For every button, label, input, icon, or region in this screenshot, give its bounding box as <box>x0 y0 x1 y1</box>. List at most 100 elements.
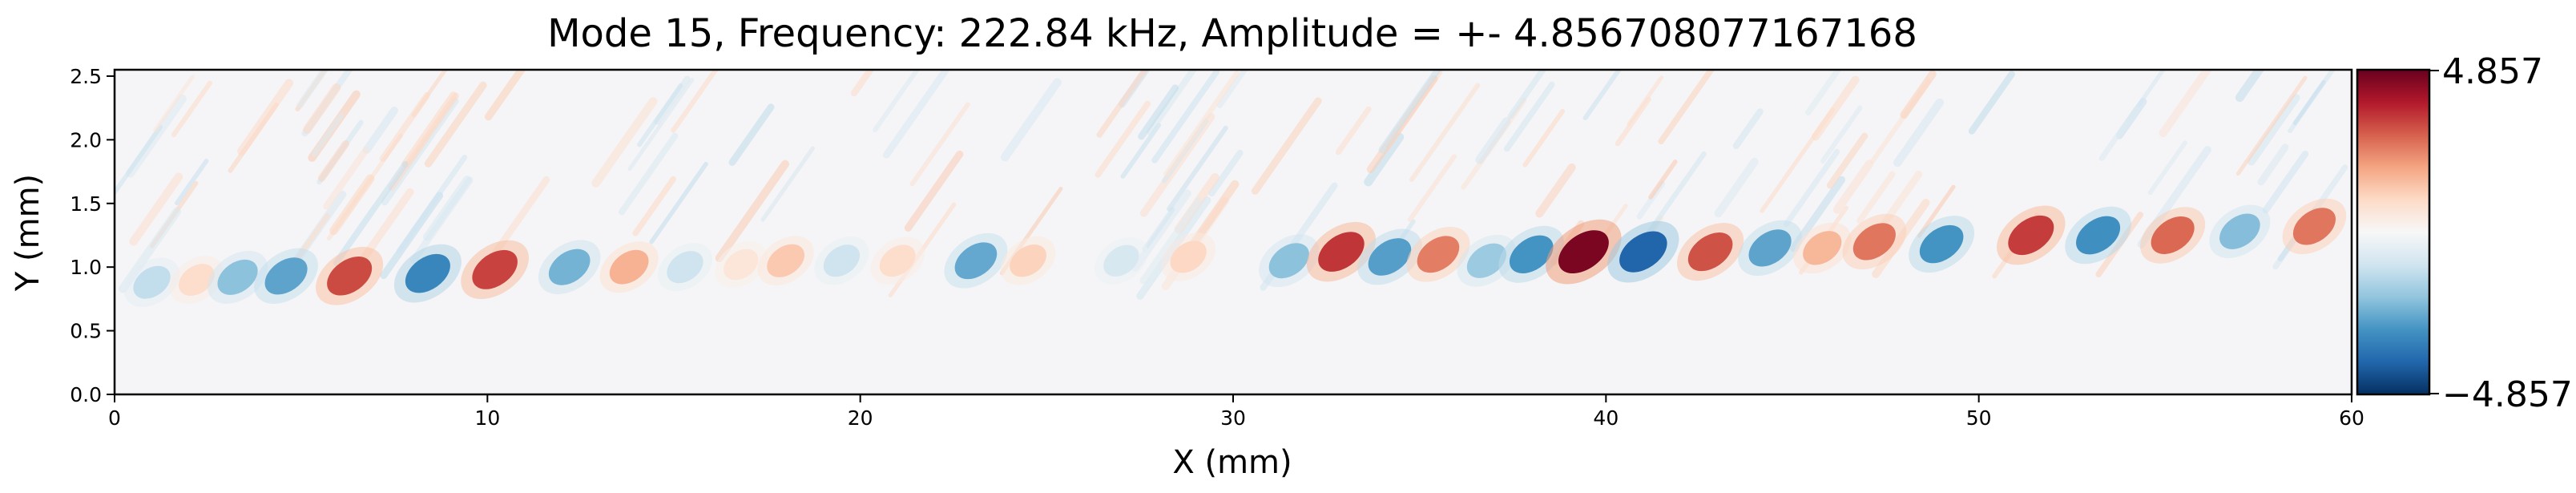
mode-blob-24 <box>1558 230 1609 274</box>
background-streak <box>850 70 875 97</box>
background-streak <box>2292 79 2326 126</box>
y-tick-label-1: 0.5 <box>70 320 102 343</box>
mode-blob-9 <box>667 251 703 284</box>
background-streak <box>237 79 294 156</box>
background-streak <box>1378 70 1442 154</box>
background-streak <box>115 124 163 195</box>
background-streak <box>379 92 430 162</box>
colorbar-label-max: 4.857 <box>2442 51 2543 92</box>
background-streak <box>171 80 213 138</box>
background-streak <box>401 91 458 168</box>
x-tick-label-5: 50 <box>1966 406 1992 430</box>
background-streak <box>591 97 658 188</box>
background-streak <box>671 70 720 133</box>
y-tick-label-3: 1.5 <box>70 192 102 216</box>
background-streak <box>1335 106 1372 156</box>
background-streak <box>1856 171 1896 224</box>
background-streak <box>1138 84 1179 140</box>
y-axis-ticks: 0.0 0.5 1.0 1.5 2.0 2.5 <box>70 65 115 406</box>
background-streak <box>338 204 378 258</box>
background-streak <box>175 159 209 206</box>
background-streak <box>873 70 921 133</box>
mode-blob-23 <box>1509 235 1554 273</box>
background-streak <box>618 132 679 216</box>
mode-blob-17 <box>1170 240 1207 273</box>
mode-blobs <box>123 198 2347 307</box>
background-streak <box>303 83 341 134</box>
mode-blob-18 <box>1268 243 1309 279</box>
background-streak <box>627 78 695 172</box>
background-streak <box>1142 207 1175 253</box>
background-streak <box>1535 163 1576 218</box>
mode-blob-34 <box>2219 213 2260 249</box>
mode-blob-3 <box>264 257 308 295</box>
background-streak <box>2147 140 2188 196</box>
background-streak <box>1120 123 1161 179</box>
background-streak <box>1804 70 1842 116</box>
mode-blob-21 <box>1417 236 1460 273</box>
background-streak <box>637 83 683 147</box>
background-streak <box>1784 148 1840 227</box>
chart-title: Mode 15, Frequency: 222.84 kHz, Amplitud… <box>547 11 1917 56</box>
mode-blob-5 <box>405 253 450 293</box>
background-streak <box>1139 197 1203 285</box>
background-streak <box>2235 75 2308 176</box>
x-tick-label-4: 40 <box>1593 406 1619 430</box>
background-streak <box>312 112 345 157</box>
background-streak <box>1968 71 2015 135</box>
mode-blob-4 <box>327 257 373 296</box>
background-streak <box>317 139 349 182</box>
mode-blob-1 <box>178 264 215 296</box>
colorbar-label-min: −4.857 <box>2442 374 2573 415</box>
colorbar: 4.857 −4.857 <box>2356 51 2573 415</box>
y-axis-label: Y (mm) <box>10 174 46 292</box>
mode-blob-26 <box>1687 232 1733 272</box>
mode-blob-32 <box>2076 216 2121 255</box>
background-streak <box>1000 78 1062 162</box>
mode-blob-8 <box>609 249 649 285</box>
background-streaks <box>115 70 2348 300</box>
mode-blob-22 <box>1466 243 1507 278</box>
colorbar-fill <box>2357 70 2429 394</box>
background-streak <box>1826 132 1869 189</box>
mode-blob-12 <box>823 244 861 277</box>
mode-blob-30 <box>1919 224 1964 264</box>
background-streak <box>1094 100 1151 178</box>
background-streak <box>2247 93 2300 166</box>
x-tick-label-1: 10 <box>474 406 500 430</box>
background-streak <box>1504 81 1555 152</box>
y-tick-label-5: 2.5 <box>70 65 102 88</box>
background-streak <box>1507 70 1547 119</box>
background-streak <box>1832 160 1874 214</box>
background-streak <box>1627 75 1664 127</box>
mode-blob-0 <box>133 265 171 299</box>
background-streak <box>760 146 816 222</box>
background-streak <box>1820 105 1863 164</box>
mode-blob-28 <box>1803 231 1842 265</box>
mode-blob-11 <box>767 244 804 277</box>
y-tick-label-2: 1.0 <box>70 256 102 279</box>
background-streak <box>1151 70 1220 164</box>
background-streak <box>1208 149 1244 197</box>
mode-blob-19 <box>1318 232 1365 272</box>
background-streak <box>396 154 468 254</box>
background-streak <box>1096 70 1149 138</box>
mode-blob-13 <box>879 244 916 277</box>
background-streak <box>904 150 964 232</box>
background-streak <box>1893 98 1945 168</box>
mode-blob-29 <box>1852 223 1896 261</box>
background-streak <box>323 147 369 210</box>
background-streak <box>153 75 195 132</box>
mode-blob-16 <box>1103 244 1139 277</box>
x-tick-label-3: 30 <box>1220 406 1246 430</box>
background-streak <box>2262 150 2309 214</box>
mode-blob-33 <box>2151 216 2195 254</box>
heatmap-area <box>115 70 2352 394</box>
background-streak <box>1167 125 1228 212</box>
background-streak <box>1582 70 1623 121</box>
background-streak <box>1732 108 1764 150</box>
background-streak <box>1522 108 1566 168</box>
x-tick-label-6: 60 <box>2339 406 2364 430</box>
background-streak <box>1900 70 1937 119</box>
